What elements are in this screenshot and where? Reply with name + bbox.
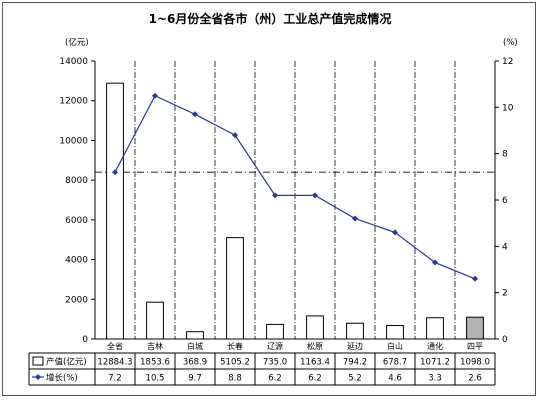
category-label: 通化	[427, 341, 443, 351]
category-label: 四平	[467, 342, 483, 351]
legend-bar-label: 产值(亿元)	[46, 357, 87, 368]
right-tick-label: 4	[502, 242, 508, 252]
right-axis-unit: (%)	[503, 38, 518, 48]
table-value-growth: 6.2	[308, 374, 322, 384]
right-tick-label: 6	[502, 196, 508, 206]
category-label: 白山	[387, 341, 403, 351]
bar-8	[426, 317, 444, 340]
right-tick-label: 10	[502, 103, 514, 113]
growth-point-9	[472, 275, 478, 282]
right-tick-label: 2	[502, 289, 508, 299]
bar-0	[106, 82, 124, 340]
bar-7	[386, 325, 404, 340]
table-value-output: 5105.2	[220, 358, 250, 368]
bar-9	[466, 316, 484, 340]
growth-line	[114, 94, 476, 280]
growth-point-8	[432, 259, 438, 266]
table-value-growth: 4.6	[388, 374, 402, 384]
right-tick-label: 0	[502, 335, 508, 345]
growth-point-3	[232, 132, 238, 139]
left-tick-label: 4000	[65, 256, 88, 266]
plot-area: 0 2000 4000 6000 8000 10000 12000 14000 0 2 4 6 8 10 1…	[28, 57, 514, 386]
chart-svg: 1~6月份全省各市（州）工业总产值完成情况 (亿元) (%) 0 2000 4000…	[28, 11, 518, 386]
growth-point-0	[112, 169, 118, 176]
table-value-output: 368.9	[183, 358, 207, 368]
bar-5	[306, 315, 324, 340]
table-value-output: 735.0	[263, 358, 287, 368]
table-value-growth: 10.5	[146, 374, 165, 384]
table-value-growth: 6.2	[268, 374, 282, 384]
table-value-output: 678.7	[383, 358, 407, 368]
left-tick-label: 10000	[59, 136, 88, 146]
table-value-output: 794.2	[343, 358, 367, 368]
legend-line-label: 增长(%)	[46, 373, 78, 384]
chart-title: 1~6月份全省各市（州）工业总产值完成情况	[149, 11, 392, 26]
bar-3	[226, 237, 244, 340]
left-tick-label: 2000	[65, 295, 88, 305]
left-tick-label: 0	[82, 335, 88, 345]
table-value-growth: 5.2	[348, 374, 362, 384]
growth-point-6	[352, 215, 358, 222]
left-tick-label: 8000	[65, 176, 88, 186]
growth-point-5	[312, 192, 318, 199]
legend-line-marker	[35, 374, 41, 380]
left-tick-label: 6000	[65, 216, 88, 226]
right-tick-label: 12	[502, 57, 513, 67]
category-label: 全省	[107, 341, 123, 351]
table-value-growth: 3.3	[428, 374, 442, 384]
left-tick-label: 12000	[59, 97, 88, 107]
table-value-growth: 9.7	[188, 374, 202, 384]
left-tick-label: 14000	[59, 57, 88, 67]
table-value-growth: 8.8	[228, 374, 242, 384]
right-tick-label: 8	[502, 150, 508, 160]
bar-6	[346, 322, 364, 340]
growth-point-4	[272, 192, 278, 199]
growth-point-1	[152, 92, 158, 99]
table-value-output: 1071.2	[420, 358, 450, 368]
bar-1	[146, 301, 164, 340]
left-axis-unit: (亿元)	[65, 37, 89, 48]
category-label: 松原	[307, 341, 323, 351]
growth-point-2	[192, 111, 198, 118]
table-value-output: 1853.6	[140, 358, 170, 368]
category-label: 辽源	[267, 342, 283, 351]
table-value-growth: 7.2	[108, 374, 122, 384]
category-label: 延边	[347, 341, 363, 351]
legend-bar-key	[32, 356, 44, 366]
category-label: 吉林	[147, 341, 163, 351]
table-value-growth: 2.6	[468, 374, 482, 384]
table-value-output: 1163.4	[300, 358, 330, 368]
bar-4	[266, 323, 284, 340]
category-label: 白城	[187, 341, 203, 351]
growth-point-7	[392, 229, 398, 236]
chart-frame: 1~6月份全省各市（州）工业总产值完成情况 (亿元) (%) 0 2000 4000…	[2, 2, 536, 396]
category-label: 长春	[227, 341, 243, 351]
table-value-output: 12884.3	[97, 358, 132, 368]
table-value-output: 1098.0	[460, 358, 490, 368]
bar-2	[186, 331, 204, 340]
